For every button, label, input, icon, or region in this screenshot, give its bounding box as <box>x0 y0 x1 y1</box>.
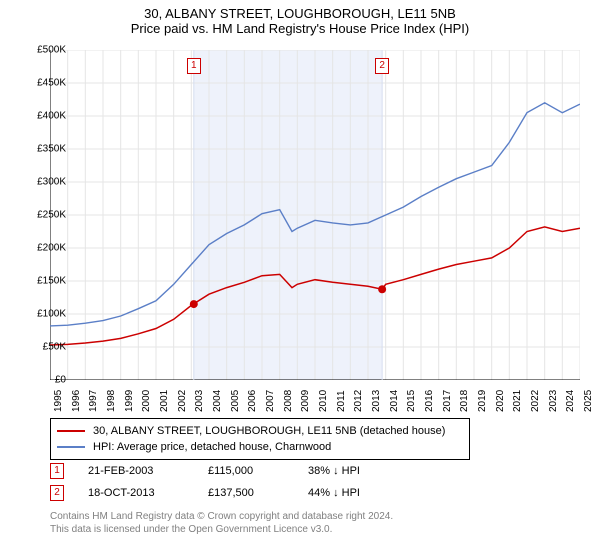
x-axis-label: 2006 <box>247 390 258 412</box>
y-axis-label: £450K <box>37 78 66 89</box>
legend-row-hpi: HPI: Average price, detached house, Char… <box>57 439 463 455</box>
x-axis-label: 2014 <box>389 390 400 412</box>
legend-label-property: 30, ALBANY STREET, LOUGHBOROUGH, LE11 5N… <box>93 425 445 437</box>
sale-price-2: £137,500 <box>208 487 308 499</box>
legend-label-hpi: HPI: Average price, detached house, Char… <box>93 441 331 453</box>
x-axis-label: 2021 <box>512 390 523 412</box>
x-axis-label: 2011 <box>336 390 347 412</box>
legend-row-property: 30, ALBANY STREET, LOUGHBOROUGH, LE11 5N… <box>57 423 463 439</box>
x-axis-label: 2023 <box>548 390 559 412</box>
y-axis-label: £400K <box>37 111 66 122</box>
y-axis-label: £0 <box>55 375 66 386</box>
sale-marker-box: 2 <box>375 58 389 74</box>
footnote: Contains HM Land Registry data © Crown c… <box>50 510 393 536</box>
sale-diff-1: 38% ↓ HPI <box>308 465 408 477</box>
sale-date-2: 18-OCT-2013 <box>88 487 208 499</box>
x-axis-label: 2016 <box>424 390 435 412</box>
sale-price-1: £115,000 <box>208 465 308 477</box>
x-axis-label: 2007 <box>265 390 276 412</box>
x-axis-label: 2000 <box>141 390 152 412</box>
legend-swatch-property <box>57 430 85 432</box>
chart-title-block: 30, ALBANY STREET, LOUGHBOROUGH, LE11 5N… <box>0 0 600 36</box>
x-axis-label: 2012 <box>353 390 364 412</box>
x-axis-label: 1998 <box>106 390 117 412</box>
y-axis-label: £500K <box>37 45 66 56</box>
sale-marker-2: 2 <box>50 485 64 501</box>
y-axis-label: £50K <box>43 342 66 353</box>
sale-date-1: 21-FEB-2003 <box>88 465 208 477</box>
chart-area <box>50 50 580 380</box>
x-axis-label: 2018 <box>459 390 470 412</box>
sale-marker-1: 1 <box>50 463 64 479</box>
x-axis-label: 2004 <box>212 390 223 412</box>
x-axis-label: 2020 <box>495 390 506 412</box>
x-axis-label: 2025 <box>583 390 594 412</box>
y-axis-label: £250K <box>37 210 66 221</box>
x-axis-label: 1999 <box>124 390 135 412</box>
x-axis-label: 2015 <box>406 390 417 412</box>
legend-box: 30, ALBANY STREET, LOUGHBOROUGH, LE11 5N… <box>50 418 470 460</box>
x-axis-label: 2022 <box>530 390 541 412</box>
y-axis-label: £100K <box>37 309 66 320</box>
x-axis-label: 1997 <box>88 390 99 412</box>
x-axis-label: 2003 <box>194 390 205 412</box>
x-axis-label: 2002 <box>177 390 188 412</box>
x-axis-label: 2008 <box>283 390 294 412</box>
x-axis-label: 1996 <box>71 390 82 412</box>
sale-row-1: 1 21-FEB-2003 £115,000 38% ↓ HPI <box>50 460 408 482</box>
x-axis-label: 2009 <box>300 390 311 412</box>
y-axis-label: £150K <box>37 276 66 287</box>
y-axis-label: £200K <box>37 243 66 254</box>
y-axis-label: £350K <box>37 144 66 155</box>
sale-diff-2: 44% ↓ HPI <box>308 487 408 499</box>
sale-marker-box: 1 <box>187 58 201 74</box>
x-axis-label: 2019 <box>477 390 488 412</box>
footnote-line-1: Contains HM Land Registry data © Crown c… <box>50 510 393 523</box>
x-axis-label: 2010 <box>318 390 329 412</box>
title-line-2: Price paid vs. HM Land Registry's House … <box>0 21 600 36</box>
chart-svg <box>50 50 580 380</box>
x-axis-label: 2024 <box>565 390 576 412</box>
sales-block: 1 21-FEB-2003 £115,000 38% ↓ HPI 2 18-OC… <box>50 460 408 504</box>
y-axis-label: £300K <box>37 177 66 188</box>
legend-swatch-hpi <box>57 446 85 448</box>
footnote-line-2: This data is licensed under the Open Gov… <box>50 523 393 536</box>
sale-row-2: 2 18-OCT-2013 £137,500 44% ↓ HPI <box>50 482 408 504</box>
x-axis-label: 2005 <box>230 390 241 412</box>
x-axis-label: 2001 <box>159 390 170 412</box>
x-axis-label: 2013 <box>371 390 382 412</box>
x-axis-label: 2017 <box>442 390 453 412</box>
title-line-1: 30, ALBANY STREET, LOUGHBOROUGH, LE11 5N… <box>0 6 600 21</box>
x-axis-label: 1995 <box>53 390 64 412</box>
